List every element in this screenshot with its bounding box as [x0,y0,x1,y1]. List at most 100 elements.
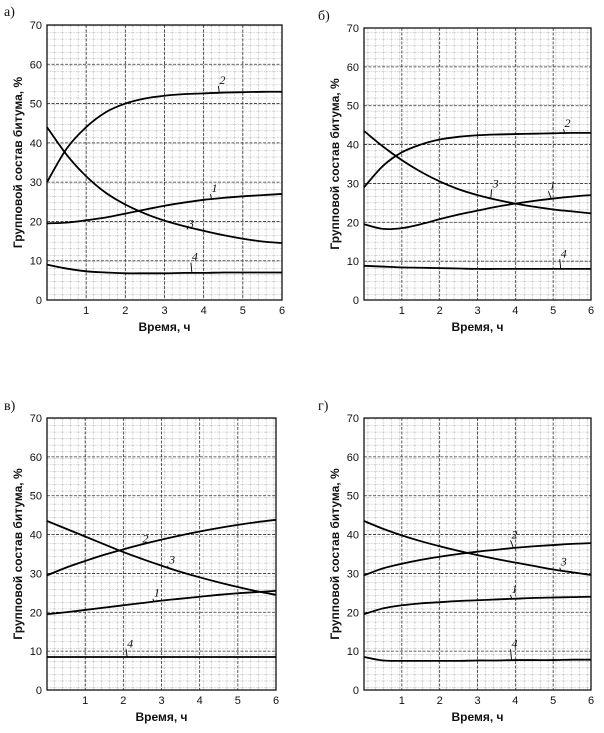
series-label-3: 3 [560,555,567,569]
series-label-4: 4 [127,636,133,650]
x-tick-label: 4 [512,305,518,317]
series-label-2: 2 [142,531,148,545]
chart-panel-2: б) 0 10 20 30 40 50 60 70 1 2 3 4 5 6 Время, ч Групповой… [318,9,594,334]
series-line-2 [363,542,592,577]
series-leader-1 [152,598,155,602]
y-tick-label: 60 [347,62,359,74]
series-line-3 [46,126,283,244]
y-tick-label: 60 [347,452,359,464]
y-tick-label: 0 [353,295,359,307]
major-grid [47,418,276,690]
x-axis-title: Время, ч [451,320,503,334]
x-tick-label: 1 [399,305,405,317]
series-label-1: 1 [154,586,160,600]
y-tick-label: 0 [36,295,42,307]
series-label-2: 2 [512,527,518,541]
x-axis-title: Время, ч [138,320,190,334]
series-leader-4 [190,262,193,273]
x-tick-label: 3 [158,695,164,707]
y-tick-label: 70 [347,413,359,425]
panel-label: в) [4,399,16,414]
series-line-4 [363,264,591,270]
x-tick-label: 2 [122,305,128,317]
x-tick-label: 1 [82,695,88,707]
y-tick-label: 70 [30,413,42,425]
series-line-3 [46,520,277,596]
x-tick-label: 1 [83,305,89,317]
chart-panel-1: а) 0 10 20 30 40 50 60 70 1 2 3 4 5 6 Время, ч Групповой… [4,5,285,334]
y-tick-label: 50 [347,101,359,113]
y-tick-label: 30 [347,178,359,190]
y-tick-label: 70 [347,23,359,35]
series-line-1 [46,590,277,616]
series-label-1: 1 [512,582,518,596]
x-tick-label: 3 [474,305,480,317]
x-tick-label: 5 [235,695,241,707]
panel-label: б) [318,9,330,24]
y-tick-label: 0 [36,685,42,697]
series-label-3: 3 [187,216,194,230]
x-tick-label: 4 [512,695,518,707]
series-leader-2 [563,128,565,134]
x-tick-label: 5 [550,305,556,317]
series-leader-2 [510,540,514,549]
panel-label: а) [4,5,15,20]
y-tick-label: 60 [30,452,42,464]
x-tick-label: 6 [279,305,285,317]
series-leader-2 [217,85,220,93]
plot-frame [46,24,283,301]
series-line-2 [46,90,283,183]
series-label-1: 1 [212,181,218,195]
x-tick-label: 6 [588,695,594,707]
x-tick-label: 2 [437,695,443,707]
series-line-4 [46,263,282,275]
y-axis-title: Групповой состав битума, % [11,77,25,249]
y-tick-label: 20 [30,607,42,619]
x-tick-label: 5 [240,305,246,317]
plot-frame [46,417,277,691]
x-tick-label: 5 [550,695,556,707]
major-grid [364,28,591,300]
chart-panel-3: в) 0 10 20 30 40 50 60 70 1 2 3 4 5 6 Время, ч Групповой… [4,399,279,724]
y-tick-label: 30 [30,177,42,189]
y-tick-label: 10 [347,646,359,658]
y-tick-label: 30 [30,568,42,580]
series-label-4: 4 [561,246,567,260]
plot-frame [363,417,592,691]
y-tick-label: 40 [347,140,359,152]
y-tick-label: 10 [347,256,359,268]
x-tick-label: 6 [273,695,279,707]
series-label-2: 2 [219,73,225,87]
panel-label: г) [318,399,329,414]
series-label-1: 1 [549,178,555,192]
series-line-1 [363,194,592,231]
y-tick-label: 60 [30,59,42,71]
series-label-3: 3 [492,176,499,190]
y-tick-label: 40 [347,530,359,542]
x-axis-title: Время, ч [451,710,503,724]
x-tick-label: 6 [588,305,594,317]
x-tick-label: 3 [161,305,167,317]
x-tick-label: 2 [120,695,126,707]
series-leader-4 [510,649,512,661]
plot-frame [363,27,592,301]
x-axis-title: Время, ч [135,710,187,724]
series-line-1 [46,193,283,225]
series-label-4: 4 [512,636,518,650]
y-tick-label: 20 [347,607,359,619]
series-leader-3 [166,565,169,568]
series-leader-3 [186,226,189,230]
y-tick-label: 70 [30,20,42,32]
major-grid [364,418,591,690]
series-line-2 [46,518,277,577]
y-tick-label: 10 [30,646,42,658]
x-tick-label: 1 [399,695,405,707]
y-axis-title: Групповой состав битума, % [11,468,25,640]
chart-panel-4: г) 0 10 20 30 40 50 60 70 1 2 3 4 5 6 Время, ч Групповой… [318,399,594,724]
series-line-3 [363,520,592,576]
x-tick-label: 4 [197,695,203,707]
y-tick-label: 50 [30,99,42,111]
series-leader-3 [559,567,562,571]
y-axis-title: Групповой состав битума, % [328,78,342,250]
